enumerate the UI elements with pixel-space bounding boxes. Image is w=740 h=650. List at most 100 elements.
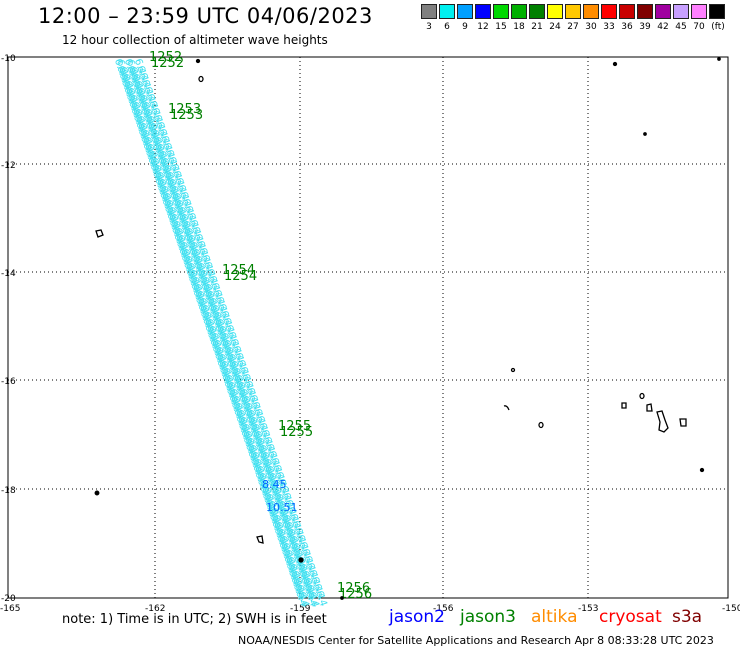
track-glyph: 6.4 [191,254,207,273]
track-glyph: 6.4 [136,93,152,112]
track-glyph: 6.4 [246,415,262,434]
track-glyph: 6.4 [291,548,307,567]
track-glyph: 6.4 [238,428,254,447]
track-glyph: 6.4 [227,337,243,356]
track-glyph: 6.4 [176,240,192,259]
island-shape [510,367,516,373]
track-glyph: 6.4 [286,534,302,553]
track-glyph: 6.4 [174,205,190,224]
island-shape [198,75,204,83]
track-glyph: 6.4 [193,289,209,308]
track-glyph: 6.4 [248,456,264,475]
satellite-name: altika [531,607,578,627]
track-glyph: 6.4 [212,323,228,342]
legend-swatch [493,4,509,19]
swh-label: 10.51 [266,501,298,514]
track-glyph: 6.4 [245,443,261,462]
track-glyph: 6.4 [246,393,262,412]
track-glyph: 6.4 [131,85,147,104]
track-glyph: 6.4 [170,197,186,216]
track-glyph: 6.4 [138,134,154,153]
track-glyph: 6.4 [131,113,147,132]
track-glyph: 6.4 [221,373,237,392]
track-glyph: 6.4 [117,71,133,90]
track-glyph: 6.4 [162,204,178,223]
track-glyph: 6.4 [198,303,214,322]
satellite-name: jason3 [460,607,516,627]
track-glyph: 6.4 [165,177,181,196]
track-glyph: 6.4 [292,526,308,545]
track-glyph: 6.4 [265,449,281,468]
island-shape [699,467,705,473]
island-shape [646,403,653,412]
track-glyph: 6.4 [124,92,140,111]
track-glyph: 6.4 [201,260,217,279]
track-glyph: 6.4 [232,351,248,370]
legend-swatch [511,4,527,19]
track-glyph: 6.4 [174,233,190,252]
lat-tick: -14 [1,269,16,279]
track-glyph: 6.4 [276,540,292,559]
track-glyph: 6.4 [229,372,245,391]
track-glyph: 6.4 [177,190,193,209]
track-glyph: 6.4 [260,463,276,482]
track-glyph: 6.4 [279,541,295,560]
satellite-track: 6.46.46.46.46.46.46.46.46.46.46.46.46.46… [112,57,329,609]
track-glyph: 6.4 [198,281,214,300]
track-time-label: 1255 [278,419,311,434]
lat-tick: -18 [1,486,16,496]
track-glyph: 6.4 [237,365,253,384]
track-glyph: 6.4 [295,590,311,609]
track-glyph: 6.4 [124,86,140,105]
track-glyph: 6.4 [138,100,154,119]
track-glyph: 6.4 [244,414,260,433]
track-glyph: 6.4 [121,79,137,98]
track-glyph: 6.4 [178,247,194,266]
track-glyph: 6.4 [139,78,155,97]
track-glyph: 6.4 [293,555,309,574]
track-glyph: 6.4 [164,205,180,224]
track-glyph: 6.4 [194,239,210,258]
track-glyph: 6.4 [186,240,202,259]
track-glyph: 6.4 [181,260,197,279]
track-glyph: 6.4 [214,358,230,377]
track-glyph: 6.4 [217,359,233,378]
satellite-name: cryosat [599,607,662,627]
track-glyph: 6.4 [224,352,240,371]
track-glyph: 6.4 [143,142,159,161]
track-glyph: 6.4 [282,498,298,517]
track-glyph: 6.4 [167,218,183,237]
track-time-label: 1253 [168,102,201,117]
track-glyph: 6.4 [224,386,240,405]
track-glyph: 6.4 [219,366,235,385]
track-glyph: 6.4 [227,359,243,378]
track-glyph: 6.4 [205,296,221,315]
track-glyph: 6.4 [252,464,268,483]
track-glyph: 6.4 [306,568,322,587]
track-glyph: 6.4 [200,316,216,335]
track-glyph: 6.4 [177,212,193,231]
track-time-label: 1256 [337,581,370,596]
track-glyph: 6.4 [279,547,295,566]
track-glyph: 6.4 [131,107,147,126]
legend-unit: (ft) [711,22,725,32]
track-glyph: 6.4 [289,541,305,560]
track-glyph: 6.4 [241,435,257,454]
track-glyph: 6.4 [294,533,310,552]
track-glyph: 6.4 [215,330,231,349]
track-glyph: 6.4 [196,274,212,293]
island-shape [538,421,544,429]
track-glyph: 6.4 [236,415,252,434]
track-glyph: 6.4 [254,414,270,433]
track-glyph: 6.4 [170,169,186,188]
island-shape [340,596,344,600]
track-glyph: 6.4 [149,106,165,125]
track-glyph: 6.4 [217,337,233,356]
page-subtitle: 12 hour collection of altimeter wave hei… [62,33,328,47]
swh-labels: 8.45 10.51 [262,478,298,514]
legend-swatch [439,4,455,19]
track-glyph: 6.4 [179,219,195,238]
track-glyph: 6.4 [163,148,179,167]
track-glyph: 6.4 [253,442,269,461]
track-glyph: 6.4 [234,358,250,377]
